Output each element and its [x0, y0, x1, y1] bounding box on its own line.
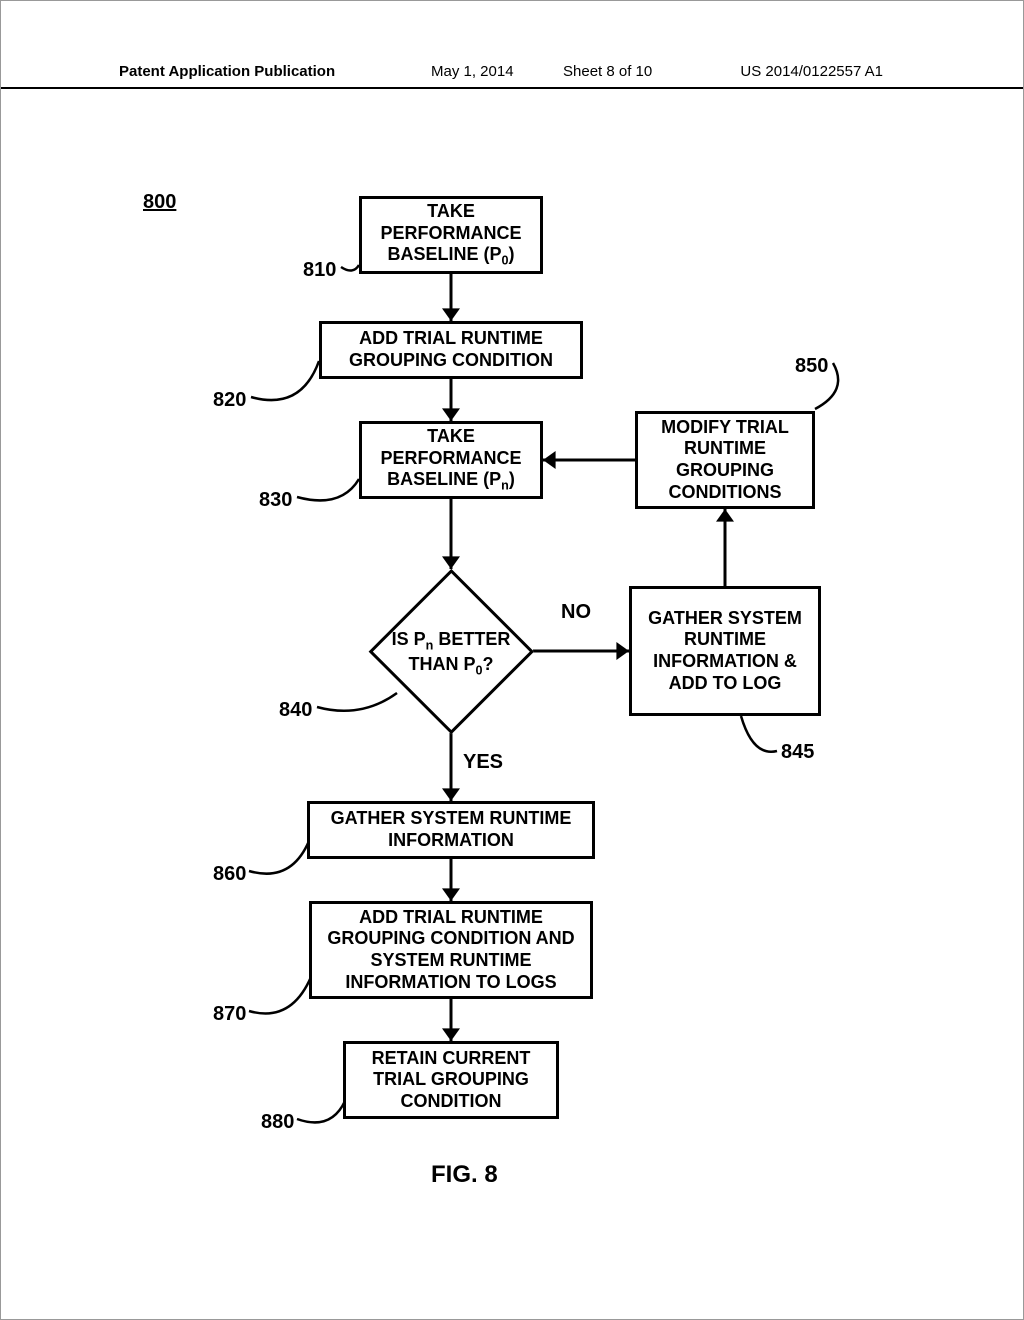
ref-numeral-860: 860 [213, 863, 246, 886]
header-publication: Patent Application Publication [119, 63, 335, 80]
flowchart-node-860: GATHER SYSTEM RUNTIME INFORMATION [307, 801, 595, 859]
flowchart-node-880: RETAIN CURRENT TRIAL GROUPING CONDITION [343, 1041, 559, 1119]
edge-label: NO [561, 601, 591, 624]
flowchart-node-845: GATHER SYSTEM RUNTIME INFORMATION & ADD … [629, 586, 821, 716]
header-pubnum: US 2014/0122557 A1 [740, 63, 883, 80]
figure-caption: FIG. 8 [431, 1161, 498, 1189]
header-sheet: Sheet 8 of 10 [563, 63, 652, 80]
flowchart-decision-840: IS Pn BETTER THAN P0? [369, 569, 534, 734]
ref-numeral-870: 870 [213, 1003, 246, 1026]
flowchart-node-870: ADD TRIAL RUNTIME GROUPING CONDITION AND… [309, 901, 593, 999]
edge-label: YES [463, 751, 503, 774]
flowchart-node-820: ADD TRIAL RUNTIME GROUPING CONDITION [319, 321, 583, 379]
ref-numeral-845: 845 [781, 741, 814, 764]
ref-numeral-810: 810 [303, 259, 336, 282]
page: Patent Application Publication May 1, 20… [0, 0, 1024, 1320]
flowchart-node-810: TAKE PERFORMANCE BASELINE (P0) [359, 196, 543, 274]
ref-numeral-840: 840 [279, 699, 312, 722]
flowchart-node-830: TAKE PERFORMANCE BASELINE (Pn) [359, 421, 543, 499]
header-date: May 1, 2014 [431, 63, 514, 80]
ref-numeral-820: 820 [213, 389, 246, 412]
ref-numeral-880: 880 [261, 1111, 294, 1134]
ref-numeral-800: 800 [143, 191, 176, 214]
flowchart-node-850: MODIFY TRIAL RUNTIME GROUPING CONDITIONS [635, 411, 815, 509]
ref-numeral-830: 830 [259, 489, 292, 512]
page-header: Patent Application Publication May 1, 20… [1, 63, 1023, 89]
ref-numeral-850: 850 [795, 355, 828, 378]
flowchart-diagram: NO YES TAKE PERFORMANCE BASELINE (P0) ADD T… [1, 101, 1024, 1201]
